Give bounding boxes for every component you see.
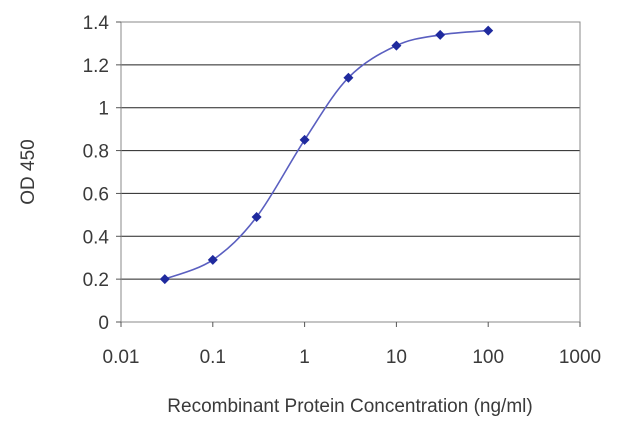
x-tick-label: 0.1 [200,347,226,368]
y-axis-title: OD 450 [18,139,39,204]
x-tick-label: 1 [299,347,310,368]
data-point-marker [343,72,354,83]
y-tick-label: 0.4 [83,227,110,248]
y-axis-ticks: 0 0.2 0.4 0.6 0.8 1 1.2 1.4 [83,13,121,334]
plot-area-frame [120,21,581,323]
x-axis-title: Recombinant Protein Concentration (ng/ml… [167,396,532,417]
x-tick-label: 1000 [559,347,601,368]
x-tick-label: 100 [472,347,504,368]
x-tick-label: 10 [386,347,407,368]
data-point-marker [435,29,446,40]
data-point-marker [159,274,170,285]
y-tick-label: 0 [98,313,109,334]
y-tick-label: 0.2 [83,270,109,291]
data-point-marker [483,25,494,36]
y-tick-label: 0.6 [83,184,109,205]
data-point-marker [391,40,402,51]
data-points [159,25,494,285]
y-tick-label: 1.2 [83,56,109,77]
data-point-marker [207,254,218,265]
x-tick-label: 0.01 [103,347,140,368]
series-curve [164,29,489,280]
x-axis-ticks: 0.01 0.1 1 10 100 1000 [103,322,601,368]
y-tick-label: 1 [98,99,109,120]
data-point-marker [251,212,262,222]
gridlines [121,64,580,280]
data-point-marker [299,134,310,145]
y-tick-label: 0.8 [83,142,109,163]
y-tick-label: 1.4 [83,13,110,34]
